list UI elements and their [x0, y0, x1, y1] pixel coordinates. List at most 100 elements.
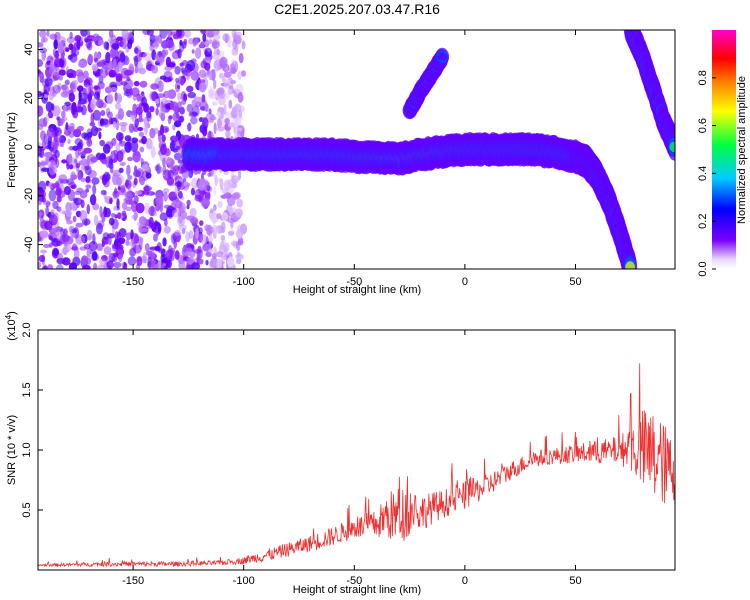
noise-speckle [138, 227, 148, 233]
noise-speckle [38, 198, 42, 206]
main-track-point [625, 261, 636, 269]
noise-speckle [150, 146, 156, 159]
noise-speckle [222, 33, 230, 42]
noise-speckle [80, 150, 87, 156]
noise-speckle [38, 261, 42, 269]
noise-speckle [38, 90, 41, 98]
noise-speckle [136, 221, 142, 227]
noise-speckle [174, 181, 183, 188]
noise-speckle [65, 209, 72, 218]
noise-speckle [205, 259, 209, 266]
snr-x-label: Height of straight line (km) [293, 584, 421, 596]
noise-speckle [74, 158, 78, 164]
noise-speckle [130, 140, 139, 153]
noise-speckle [58, 209, 66, 214]
noise-speckle [108, 69, 117, 78]
noise-speckle [133, 195, 139, 205]
noise-speckle [214, 47, 220, 56]
noise-speckle [186, 103, 193, 113]
snr-y-ticks: 0.5 1.0 1.5 2.0 [21, 322, 43, 518]
noise-speckle [43, 36, 49, 43]
noise-speckle [163, 187, 170, 194]
noise-speckle [80, 177, 86, 183]
noise-speckle [81, 132, 88, 139]
noise-speckle [188, 230, 194, 239]
noise-speckle [177, 92, 182, 101]
noise-speckle [61, 159, 67, 164]
noise-speckle [45, 156, 51, 163]
noise-speckle [181, 172, 189, 179]
noise-speckle [161, 258, 168, 264]
noise-speckle [179, 106, 185, 115]
noise-speckle [95, 152, 102, 160]
noise-speckle [130, 229, 134, 240]
noise-speckle [138, 176, 144, 183]
noise-speckle [236, 251, 241, 258]
noise-speckle [141, 96, 147, 107]
noise-speckle [221, 250, 228, 261]
noise-speckle [227, 230, 235, 236]
noise-speckle [38, 211, 42, 218]
noise-speckle [106, 111, 113, 119]
colorbar-tick-label: 0.4 [697, 166, 709, 181]
noise-speckle [149, 127, 156, 139]
noise-speckle [211, 101, 218, 106]
noise-speckle [53, 212, 59, 223]
noise-speckle [119, 185, 126, 194]
noise-speckle [223, 79, 229, 90]
noise-speckle [166, 176, 175, 186]
noise-speckle [118, 237, 126, 245]
noise-speckle [229, 67, 237, 74]
x-tick-label: -100 [233, 575, 255, 587]
noise-speckle [188, 37, 194, 45]
noise-speckle [200, 30, 207, 35]
noise-speckle [154, 35, 159, 43]
noise-speckle [167, 259, 172, 269]
noise-speckle [127, 138, 132, 150]
noise-speckle [151, 49, 157, 61]
noise-speckle [178, 214, 184, 224]
noise-speckle [199, 106, 206, 111]
noise-speckle [159, 30, 168, 39]
noise-speckle [103, 246, 112, 255]
noise-speckle [197, 178, 206, 191]
x-tick-label: -150 [122, 575, 144, 587]
noise-speckle [236, 241, 241, 252]
noise-speckle [87, 94, 91, 102]
noise-speckle [150, 83, 159, 90]
noise-speckle [72, 145, 79, 151]
noise-speckle [229, 79, 236, 85]
noise-speckle [174, 65, 181, 75]
noise-speckle [48, 189, 57, 202]
noise-speckle [174, 145, 181, 151]
noise-speckle [106, 60, 110, 73]
noise-speckle [172, 200, 177, 206]
noise-speckle [80, 158, 88, 166]
noise-speckle [81, 87, 87, 95]
noise-speckle [193, 37, 199, 46]
noise-speckle [66, 219, 73, 225]
noise-speckle [38, 145, 43, 157]
noise-speckle [111, 173, 120, 186]
noise-speckle [120, 81, 128, 86]
noise-speckle [150, 260, 159, 269]
noise-speckle [139, 146, 145, 153]
noise-speckle [38, 161, 41, 168]
noise-speckle [95, 222, 103, 235]
noise-speckle [56, 116, 60, 121]
noise-speckle [153, 233, 158, 242]
noise-speckle [167, 89, 177, 100]
noise-speckle [83, 70, 89, 79]
noise-speckle [89, 194, 97, 206]
noise-speckle [80, 30, 88, 37]
noise-speckle [201, 197, 210, 209]
noise-speckle [179, 39, 183, 47]
noise-speckle [199, 220, 204, 226]
noise-speckle [86, 229, 93, 241]
noise-speckle [85, 84, 90, 94]
noise-speckle [241, 70, 247, 77]
noise-speckle [143, 184, 150, 196]
noise-speckle [170, 233, 177, 244]
noise-speckle [87, 169, 97, 179]
noise-speckle [137, 117, 144, 123]
